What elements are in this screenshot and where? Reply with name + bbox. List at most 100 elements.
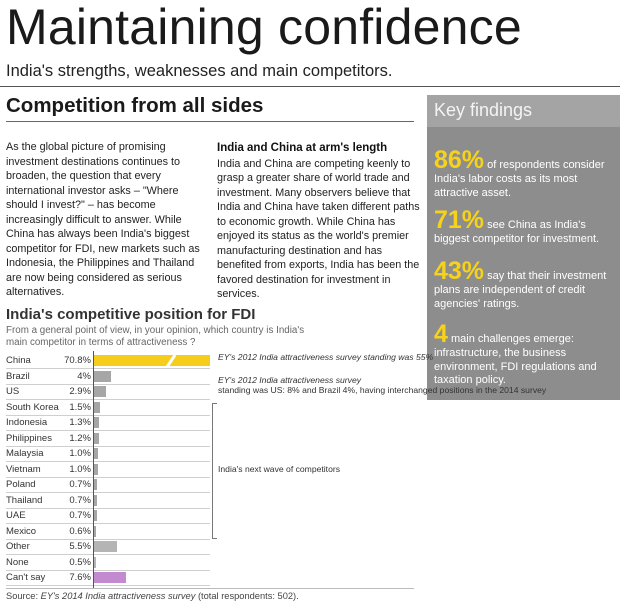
source-divider bbox=[6, 588, 414, 589]
row-divider bbox=[6, 554, 210, 555]
row-divider bbox=[6, 430, 210, 431]
row-divider bbox=[6, 492, 210, 493]
bar-label: US bbox=[6, 386, 20, 397]
bar-label: Malaysia bbox=[6, 448, 44, 459]
bar-value-label: 1.5% bbox=[69, 401, 91, 413]
finding-text: plans are independent of credit agencies… bbox=[434, 284, 586, 310]
row-divider bbox=[6, 414, 210, 416]
china-comparison-column: India and China at arm's length India an… bbox=[217, 141, 420, 302]
finding-stat: 86% bbox=[434, 146, 485, 174]
finding-stat: 4 bbox=[434, 320, 448, 348]
bar-value-label: 1.3% bbox=[69, 417, 91, 428]
bar bbox=[94, 448, 99, 459]
bar-value-label: 1.0% bbox=[69, 463, 91, 475]
bar bbox=[94, 432, 99, 444]
bar-value-label: 1.2% bbox=[69, 432, 91, 444]
note-brazil-us: EY's 2012 India attractiveness survey st… bbox=[218, 375, 546, 395]
bar bbox=[94, 370, 111, 382]
finding-china-competitor: 71% see China as India's biggest competi… bbox=[434, 207, 616, 247]
bar bbox=[94, 355, 210, 366]
source-survey-title: EY's 2014 India attractiveness survey bbox=[40, 591, 196, 601]
row-divider bbox=[6, 569, 210, 571]
finding-lead: see China as India's bbox=[487, 219, 586, 231]
bar-value-label: 5.5% bbox=[69, 541, 91, 552]
finding-challenges: 4 main challenges emerge: infrastructure… bbox=[434, 321, 616, 388]
row-divider bbox=[6, 507, 210, 509]
finding-text: India's labor costs as its most attracti… bbox=[434, 173, 578, 199]
bar bbox=[94, 525, 97, 537]
next-wave-bracket bbox=[212, 403, 217, 539]
bar-label: Thailand bbox=[6, 494, 43, 506]
row-divider bbox=[6, 585, 210, 586]
note-china-2012: EY's 2012 India attractiveness survey st… bbox=[218, 352, 434, 362]
section-divider bbox=[6, 121, 414, 122]
bar-value-label: 2.9% bbox=[69, 386, 91, 397]
row-divider bbox=[6, 538, 210, 540]
key-findings-title: Key findings bbox=[434, 100, 533, 120]
note-brazil-us-source: EY's 2012 India attractiveness survey bbox=[218, 375, 362, 385]
intro-paragraph: As the global picture of promising inves… bbox=[6, 141, 200, 298]
key-findings-panel bbox=[427, 95, 620, 400]
source-prefix: Source: bbox=[6, 591, 41, 601]
finding-labor-costs: 86% of respondents consider India's labo… bbox=[434, 147, 616, 200]
finding-credit-ratings: 43% say that their investment plans are … bbox=[434, 258, 616, 311]
chart-question: From a general point of view, in your op… bbox=[6, 325, 305, 348]
row-divider bbox=[6, 368, 210, 369]
row-divider bbox=[6, 445, 210, 447]
source-suffix: (total respondents: 502). bbox=[195, 591, 299, 601]
bar bbox=[94, 494, 97, 506]
chart-axis bbox=[93, 351, 94, 589]
bar-label: China bbox=[6, 355, 31, 366]
china-comparison-text: India and China are competing keenly to … bbox=[217, 157, 420, 301]
bar bbox=[94, 417, 100, 428]
axis-break-mark bbox=[165, 354, 177, 368]
finding-stat: 43% bbox=[434, 257, 485, 285]
china-comparison-heading: India and China at arm's length bbox=[217, 142, 388, 154]
bar bbox=[94, 572, 126, 583]
bar-value-label: 7.6% bbox=[69, 572, 91, 583]
key-findings-header bbox=[427, 95, 620, 127]
bar-value-label: 0.5% bbox=[69, 556, 91, 568]
bar bbox=[94, 386, 107, 397]
bar bbox=[94, 401, 101, 413]
section-title: Competition from all sides bbox=[6, 94, 264, 117]
bar-label: Can't say bbox=[6, 572, 46, 583]
bar-value-label: 70.8% bbox=[64, 355, 91, 366]
bar-label: Philippines bbox=[6, 432, 52, 444]
bar bbox=[94, 541, 117, 552]
bar-label: Brazil bbox=[6, 370, 30, 382]
bar-value-label: 0.7% bbox=[69, 479, 91, 490]
row-divider bbox=[6, 383, 210, 385]
bar-label: UAE bbox=[6, 510, 26, 521]
bar-label: Poland bbox=[6, 479, 36, 490]
title-divider bbox=[0, 86, 620, 87]
bar-label: None bbox=[6, 556, 29, 568]
bar-label: Other bbox=[6, 541, 30, 552]
bar bbox=[94, 556, 97, 568]
bar bbox=[94, 479, 97, 490]
bar bbox=[94, 510, 97, 521]
finding-lead: say that their investment bbox=[487, 270, 607, 282]
finding-text: biggest competitor for investment. bbox=[434, 233, 600, 245]
finding-lead: main challenges emerge: bbox=[450, 333, 574, 345]
finding-stat: 71% bbox=[434, 206, 485, 234]
bar-label: Vietnam bbox=[6, 463, 41, 475]
page-title: Maintaining confidence bbox=[6, 0, 522, 55]
page-subtitle: India's strengths, weaknesses and main c… bbox=[6, 62, 393, 80]
bar-value-label: 0.7% bbox=[69, 510, 91, 521]
finding-lead: of respondents consider bbox=[487, 159, 605, 171]
chart-title: India's competitive position for FDI bbox=[6, 306, 256, 323]
bar-value-label: 0.6% bbox=[69, 525, 91, 537]
bar-value-label: 1.0% bbox=[69, 448, 91, 459]
bar-label: Mexico bbox=[6, 525, 37, 537]
row-divider bbox=[6, 523, 210, 524]
bar-label: South Korea bbox=[6, 401, 59, 413]
bar-label: Indonesia bbox=[6, 417, 48, 428]
note-brazil-us-text: standing was US: 8% and Brazil 4%, havin… bbox=[218, 385, 547, 395]
row-divider bbox=[6, 399, 210, 400]
chart-source: Source: EY's 2014 India attractiveness s… bbox=[6, 591, 299, 601]
row-divider bbox=[6, 476, 210, 478]
bar-value-label: 4% bbox=[77, 370, 91, 382]
finding-text: infrastructure, the business environment… bbox=[434, 347, 597, 386]
note-next-wave: India's next wave of competitors bbox=[218, 464, 341, 474]
